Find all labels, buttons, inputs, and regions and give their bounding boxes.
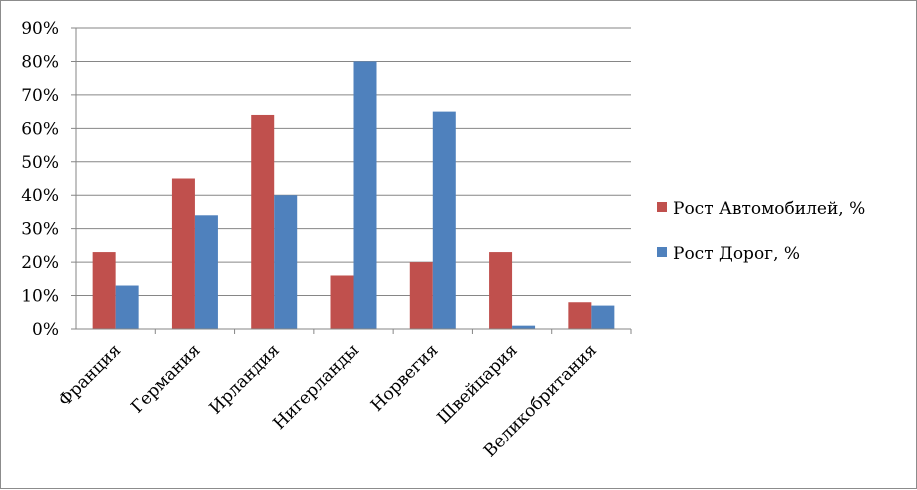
category-label: Ирландия	[206, 340, 284, 418]
bar-roads	[432, 111, 456, 329]
bar-roads	[353, 61, 377, 329]
legend-swatch	[657, 247, 667, 257]
bar-roads	[115, 285, 139, 329]
y-tick-label: 0%	[32, 320, 59, 340]
y-tick-label: 10%	[21, 287, 59, 307]
bar-cars	[330, 275, 354, 329]
bar-roads	[274, 195, 298, 329]
y-tick-label: 40%	[21, 186, 59, 206]
y-tick-label: 70%	[21, 86, 59, 106]
bar-roads	[512, 325, 536, 329]
category-label: Норвегия	[367, 340, 442, 415]
bar-roads	[591, 305, 615, 329]
legend-swatch	[657, 202, 667, 212]
category-label: Франция	[55, 340, 125, 410]
y-tick-label: 80%	[21, 52, 59, 72]
bar-roads	[194, 215, 218, 329]
y-tick-label: 30%	[21, 220, 59, 240]
category-label: Швейцария	[434, 340, 522, 428]
y-tick-label: 60%	[21, 119, 59, 139]
bar-cars	[171, 178, 195, 329]
bar-cars	[489, 252, 513, 329]
bar-cars	[568, 302, 592, 329]
bar-cars	[92, 252, 116, 329]
y-tick-label: 20%	[21, 253, 59, 273]
legend-label: Рост Дорог, %	[673, 244, 800, 264]
bar-cars	[409, 262, 433, 329]
y-tick-label: 50%	[21, 153, 59, 173]
category-label: Германия	[127, 340, 204, 417]
bar-cars	[251, 114, 275, 329]
y-tick-label: 90%	[21, 19, 59, 39]
legend-label: Рост Автомобилей, %	[673, 199, 865, 219]
